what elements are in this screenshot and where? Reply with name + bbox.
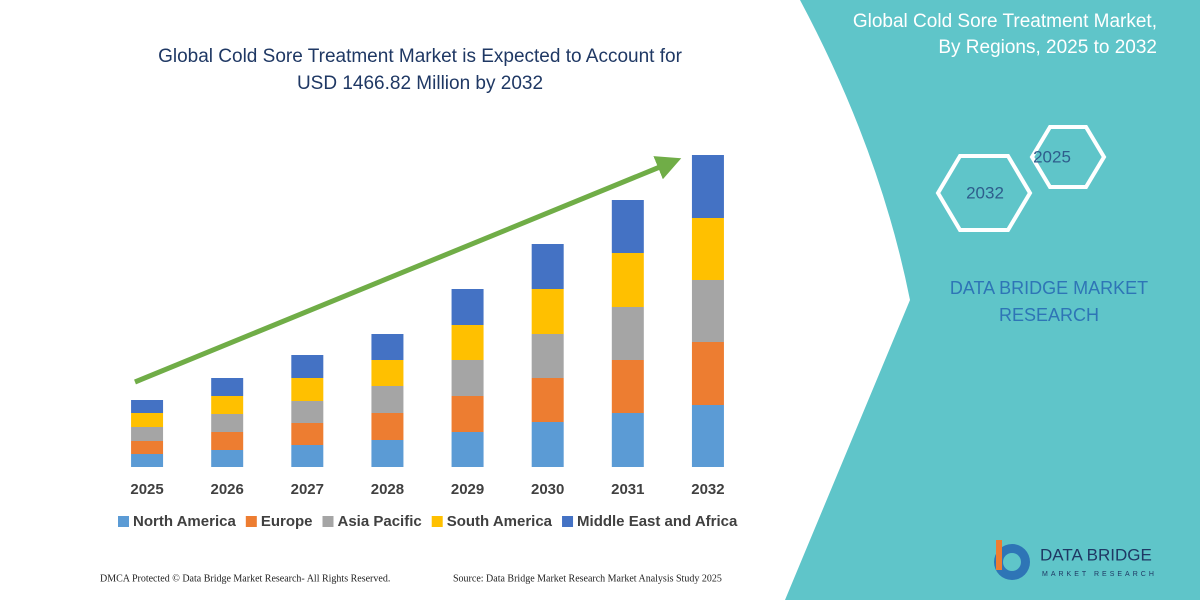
bar-segment [211, 450, 244, 467]
bar-segment [451, 289, 484, 325]
panel-title: By Regions, 2025 to 2032 [938, 37, 1157, 58]
x-tick-label: 2028 [371, 481, 404, 498]
brand: DATA BRIDGE MARKET [950, 278, 1148, 298]
bar-segment [211, 396, 244, 414]
bar-segment [691, 218, 724, 280]
x-tick-label: 2027 [291, 481, 324, 498]
bar-segment [211, 414, 244, 432]
bar-segment [291, 423, 324, 445]
x-tick-label: 2031 [611, 481, 644, 498]
bar-segment [371, 440, 404, 467]
logo-tagline: MARKET RESEARCH [1042, 571, 1157, 578]
logo: DATA BRIDGE MARKET RESEARCH [994, 540, 1157, 580]
bar-segment [611, 413, 644, 467]
legend-label: Middle East and Africa [577, 513, 738, 530]
x-tick-label: 2026 [211, 481, 244, 498]
bar-segment [371, 334, 404, 360]
bar-segment [131, 427, 164, 441]
brand: RESEARCH [999, 305, 1099, 325]
bar-segment [131, 413, 164, 427]
bar-segment [691, 342, 724, 405]
bar-segment [291, 401, 324, 423]
trend-arrow [134, 156, 682, 385]
side-panel [785, 0, 1200, 600]
footer: Source: Data Bridge Market Research Mark… [453, 573, 722, 584]
bar-segment [611, 360, 644, 413]
footer: DMCA Protected © Data Bridge Market Rese… [100, 573, 390, 584]
bar-segment [531, 378, 564, 422]
bar-segment [451, 325, 484, 360]
bar-segment [131, 441, 164, 454]
bar-segment [531, 422, 564, 467]
panel-title: Global Cold Sore Treatment Market, [853, 11, 1157, 32]
bar-segment [611, 307, 644, 360]
legend-swatch [118, 516, 129, 527]
bar-segment [531, 289, 564, 334]
hexagon [935, 154, 1033, 232]
bar-segment [371, 386, 404, 413]
bar-segment [291, 445, 324, 467]
bar-segment [611, 200, 644, 253]
hex-label: 2025 [1033, 147, 1071, 166]
legend-swatch [562, 516, 574, 527]
legend-swatch [245, 516, 257, 527]
bar-segment [691, 405, 724, 467]
x-tick-label: 2029 [451, 481, 484, 498]
legend-swatch [431, 516, 443, 527]
bar-segment [291, 355, 324, 378]
bar-segment [451, 432, 484, 467]
bar-segment [451, 396, 484, 432]
x-tick-label: 2025 [130, 481, 163, 498]
bar-segment [211, 378, 244, 396]
logo-name: DATA BRIDGE [1040, 545, 1152, 564]
hexagon [1029, 125, 1107, 189]
bar-segment [531, 334, 564, 378]
bar-segment [691, 280, 724, 342]
bar-segment [131, 400, 164, 413]
legend-swatch [322, 516, 334, 527]
x-tick-label: 2032 [691, 481, 724, 498]
bar-segment [371, 360, 404, 386]
chart-title: USD 1466.82 Million by 2032 [297, 73, 543, 94]
bar-segment [131, 454, 164, 467]
legend-label: Europe [261, 513, 313, 530]
bar-segment [291, 378, 324, 401]
legend-label: South America [447, 513, 553, 530]
legend-label: Asia Pacific [338, 513, 422, 530]
x-tick-label: 2030 [531, 481, 564, 498]
bar-segment [211, 432, 244, 450]
chart-title: Global Cold Sore Treatment Market is Exp… [158, 46, 682, 67]
legend-label: North America [133, 513, 236, 530]
bar-segment [371, 413, 404, 440]
hex-label: 2032 [966, 183, 1004, 202]
bar-segment [611, 253, 644, 307]
bar-segment [531, 244, 564, 289]
bar-segment [451, 360, 484, 396]
bar-segment [691, 155, 724, 218]
